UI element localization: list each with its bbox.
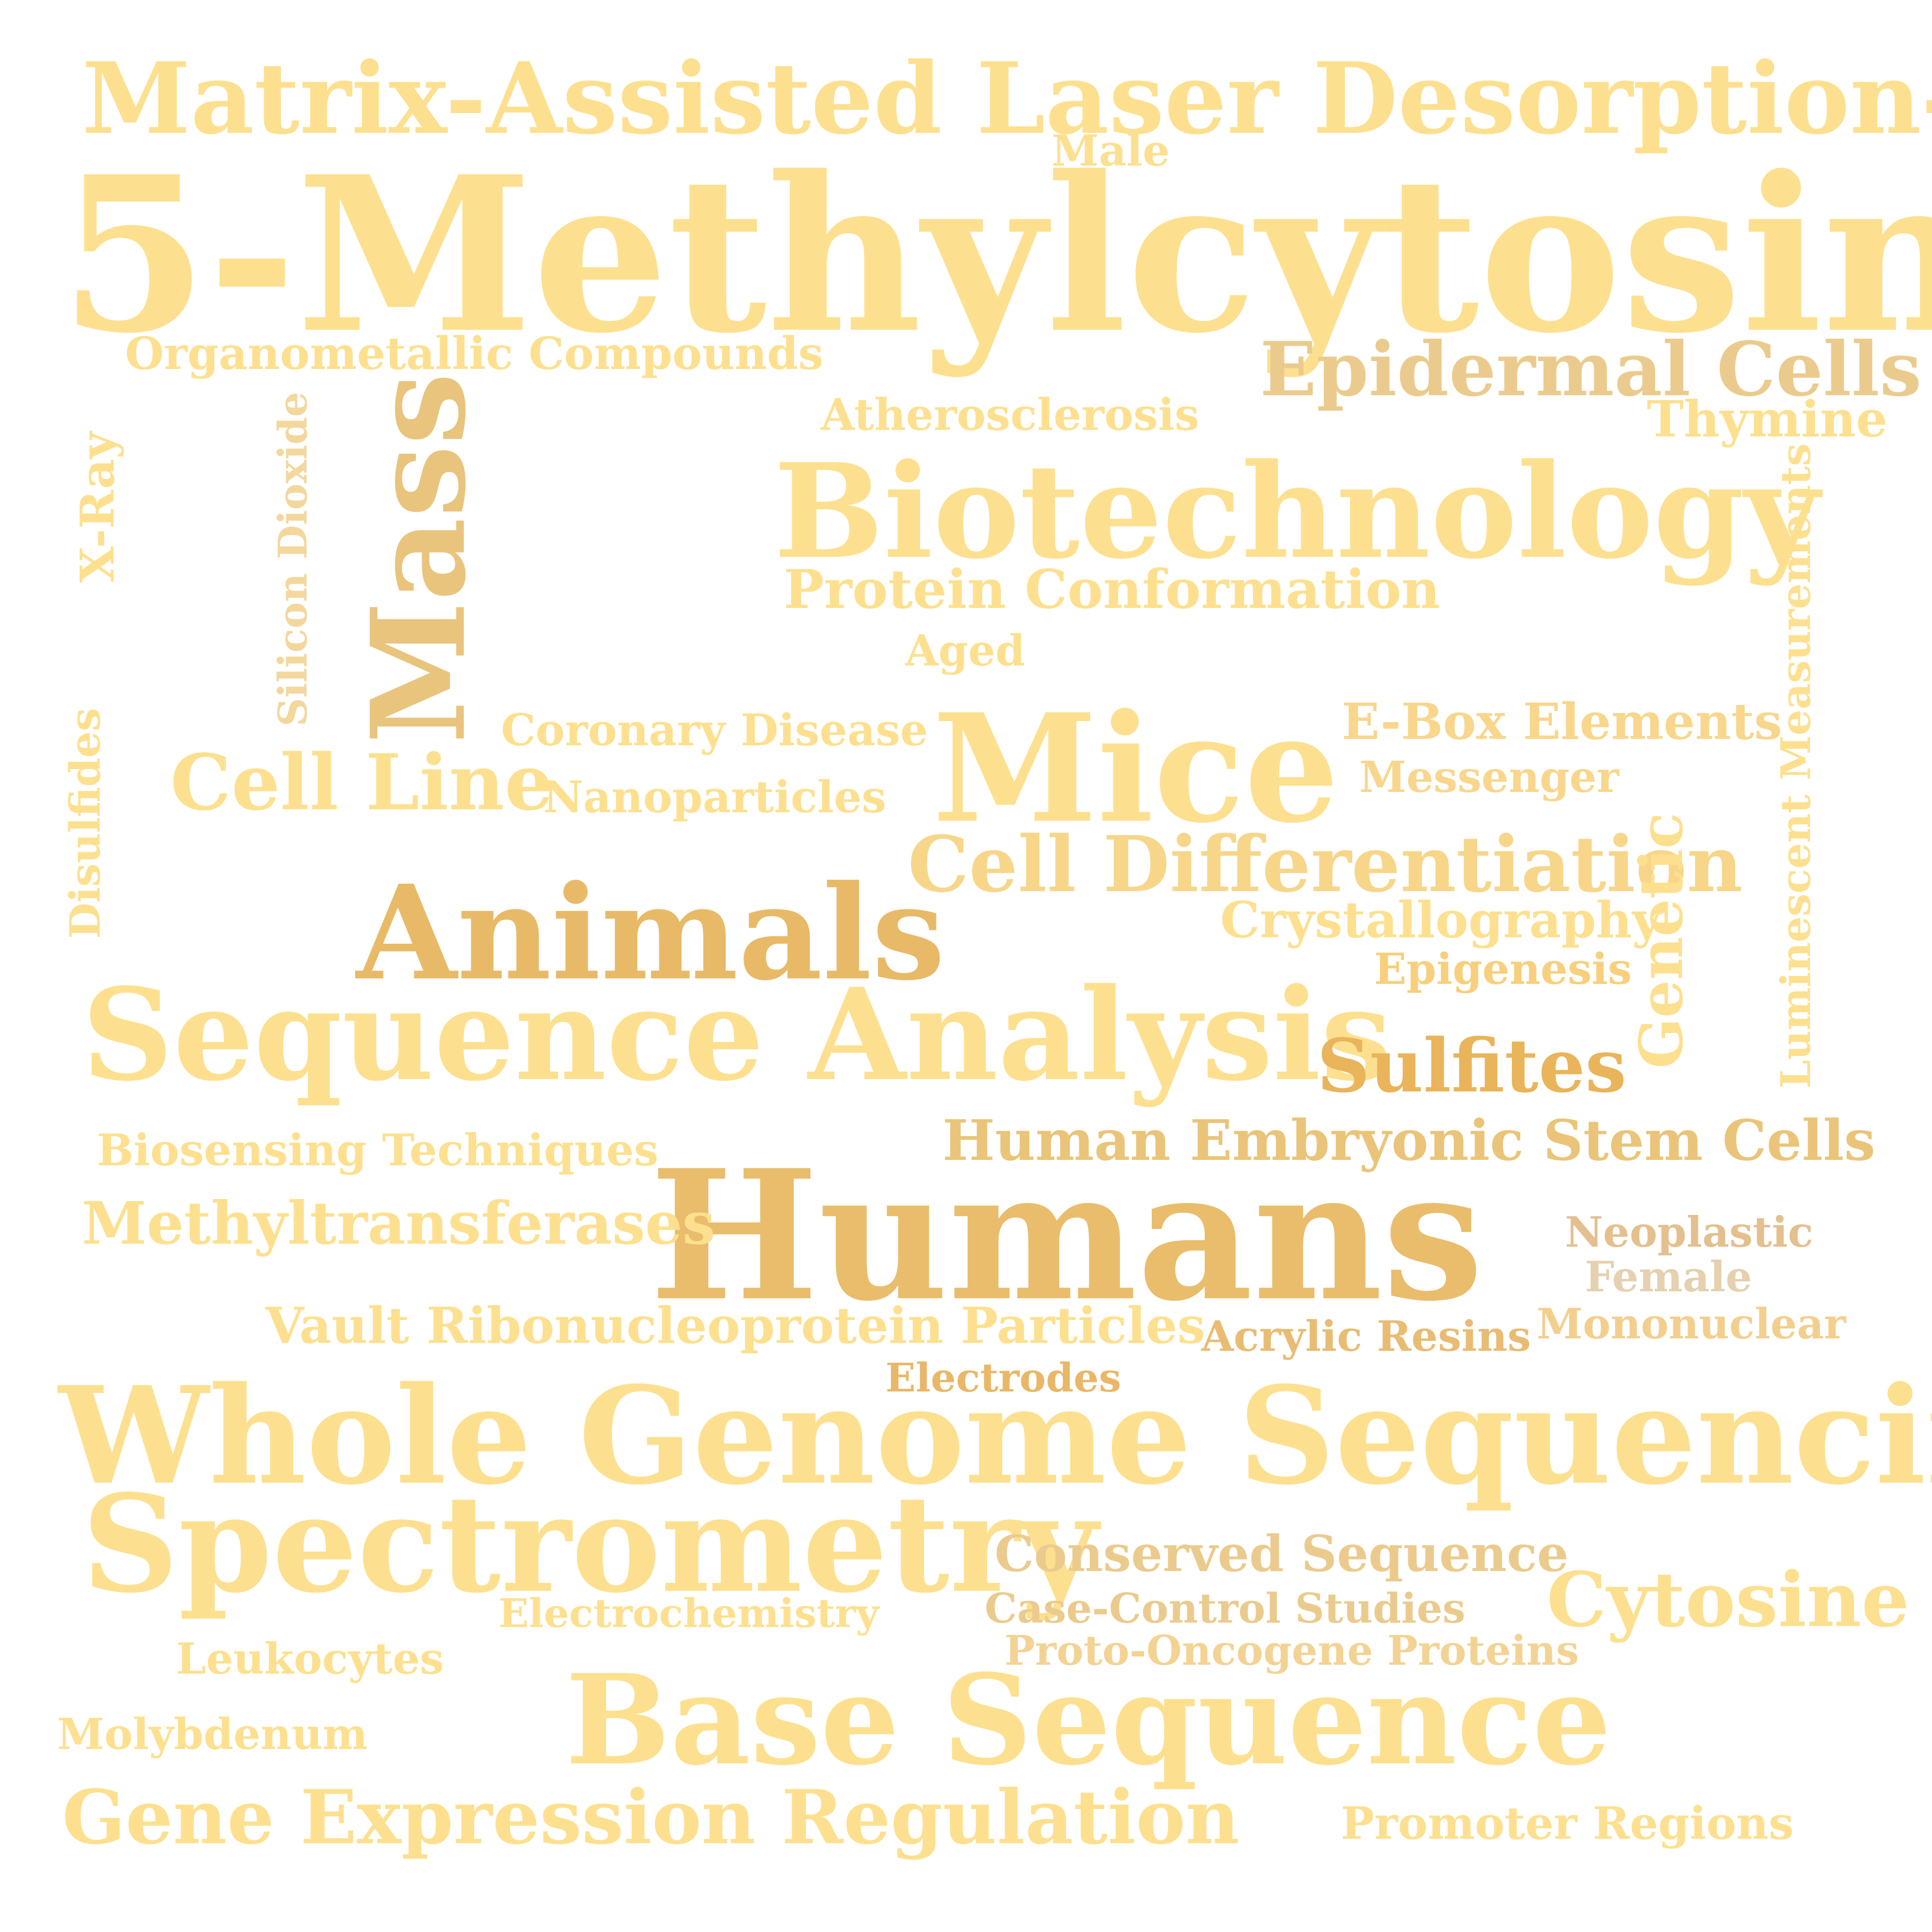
word-genetic: Genetic [1626,812,1696,1069]
word-mass: Mass [343,372,495,744]
word-molybdenum: Molybdenum [57,1709,368,1759]
word-thymine: Thymine [1647,390,1888,448]
word-electrochemistry: Electrochemistry [499,1590,879,1636]
word-case-control-studies: Case-Control Studies [985,1585,1466,1632]
word-biotechnology: Biotechnology [774,435,1820,588]
word-protein-conformation: Protein Conformation [784,558,1440,621]
word-base-sequence: Base Sequence [565,1647,1612,1793]
word-promoter-regions: Promoter Regions [1341,1797,1794,1850]
word-coronary-disease: Coronary Disease [501,704,928,756]
word-sequence-analysis: Sequence Analysis [82,961,1392,1109]
word-methyltransferases: Methyltransferases [82,1189,716,1258]
word-whole-genome-sequencing: Whole Genome Sequencing [59,1357,1932,1514]
word-mononuclear: Mononuclear [1537,1299,1846,1348]
word-matrix-assisted-laser-desorption-ionization: Matrix-Assisted Laser Desorption-Ionizat… [82,41,1932,156]
word-disulfides: Disulfides [61,708,110,939]
word-epigenesis: Epigenesis [1374,944,1632,994]
word-x-ray: X-Ray [70,431,125,583]
word-messenger: Messenger [1359,752,1620,802]
word-biosensing-techniques: Biosensing Techniques [97,1124,659,1176]
word-animals: Animals [356,856,945,1009]
word-humans: Humans [650,1131,1484,1340]
word-cell-line: Cell Line [170,737,554,828]
word-cell-differentiation: Cell Differentiation [908,819,1743,909]
word-5-methylcytosine: 5-Methylcytosine [60,130,1932,380]
word-luminescent-measurements: Luminescent Measurements [1772,443,1820,1088]
word-atherosclerosis: Atherosclerosis [821,389,1199,440]
word-mice: Mice [933,681,1339,856]
word-aged: Aged [905,626,1025,676]
word-male: Male [1052,126,1170,176]
word-leukocytes: Leukocytes [176,1634,444,1684]
word-sulfites: Sulfites [1317,1023,1627,1109]
word-vault-ribonucleoprotein-particles: Vault Ribonucleoprotein Particles [265,1296,1205,1355]
word-silicon-dioxide: Silicon Dioxide [269,391,316,726]
word-e-box-elements: E-Box Elements [1342,692,1782,751]
word-epidermal-cells: Epidermal Cells [1260,326,1922,413]
word-acrylic-resins: Acrylic Resins [1201,1312,1531,1361]
word-crystallography: Crystallography [1220,891,1661,949]
word-organometallic-compounds: Organometallic Compounds [125,327,823,380]
word-conserved-sequence: Conserved Sequence [995,1524,1569,1583]
word-spectrometry: Spectrometry [82,1465,1098,1623]
word-cytosine: Cytosine [1547,1555,1910,1644]
word-human-embryonic-stem-cells: Human Embryonic Stem Cells [942,1108,1875,1173]
word-proto-oncogene-proteins: Proto-Oncogene Proteins [1004,1627,1579,1675]
word-electrodes: Electrodes [885,1354,1122,1401]
word-female: Female [1585,1252,1752,1301]
word-neoplastic: Neoplastic [1565,1208,1813,1257]
word-gene-expression-regulation: Gene Expression Regulation [62,1774,1240,1861]
word-nanoparticles: Nanoparticles [543,771,886,823]
